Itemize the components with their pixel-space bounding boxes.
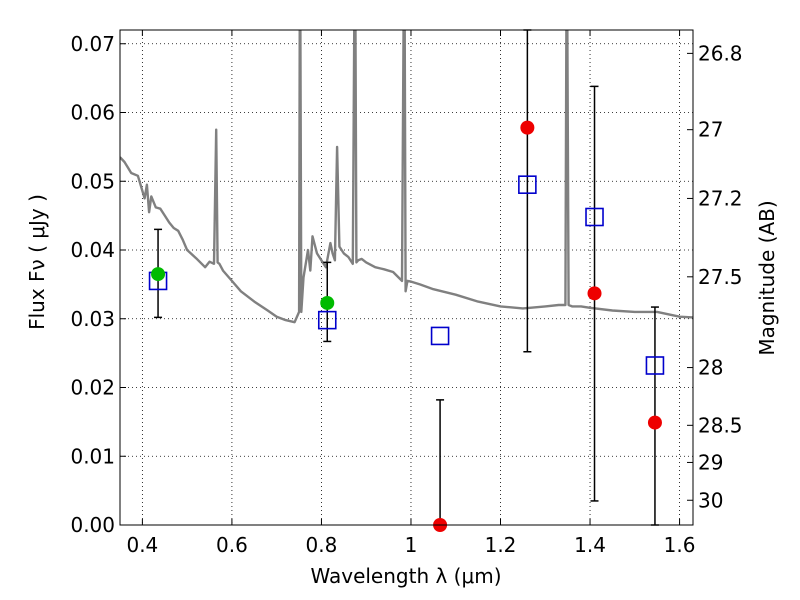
y2-tick-label: 27.5 (698, 265, 743, 289)
y-tick-label: 0.00 (70, 513, 115, 537)
x-tick-label: 0.8 (306, 533, 338, 557)
grid (120, 30, 693, 526)
y2-tick-label: 26.8 (698, 41, 743, 65)
axis-ticks: 0.4 0.6 0.8 1 1.2 1.4 1.6 0.00 0.01 0.02 0.03 0.04 0… (70, 30, 743, 557)
data-markers (148, 29, 665, 532)
nondetection-point (520, 120, 535, 135)
x-tick-label: 0.4 (126, 533, 158, 557)
x-tick-label: 0.6 (216, 533, 248, 557)
sed-model-line (120, 30, 693, 324)
y2-tick-label: 27 (698, 118, 723, 142)
y-tick-label: 0.04 (70, 238, 115, 262)
y-tick-label: 0.02 (70, 376, 115, 400)
model-flux-square (317, 310, 337, 330)
x-tick-label: 1.4 (574, 533, 606, 557)
x-tick-label: 1.6 (664, 533, 696, 557)
detection-point (151, 267, 166, 282)
model-flux-square (645, 356, 665, 375)
y-axis-label: Flux Fν ( μJy ) (25, 194, 49, 330)
y2-tick-label: 27.2 (698, 186, 743, 210)
model-flux-square (518, 175, 537, 194)
detection-point (320, 295, 335, 310)
model-flux-square (585, 207, 604, 227)
x-tick-label: 1 (405, 533, 418, 557)
x-axis-label: Wavelength λ (μm) (310, 564, 501, 588)
y-tick-label: 0.06 (70, 101, 115, 125)
y-tick-label: 0.03 (70, 307, 115, 331)
y2-axis-label: Magnitude (AB) (755, 200, 779, 355)
plot-area (120, 30, 693, 324)
model-flux-square (430, 326, 450, 346)
y2-tick-label: 30 (698, 488, 723, 512)
y2-tick-label: 29 (698, 450, 723, 474)
y2-tick-label: 28.5 (698, 413, 743, 437)
y-tick-label: 0.05 (70, 169, 115, 193)
y2-tick-label: 28 (698, 356, 723, 380)
y-tick-label: 0.07 (70, 32, 115, 56)
plot-frame (119, 29, 694, 526)
y-tick-label: 0.01 (70, 444, 115, 468)
x-tick-label: 1.2 (485, 533, 517, 557)
nondetection-point (647, 415, 662, 430)
nondetection-point (587, 286, 602, 301)
